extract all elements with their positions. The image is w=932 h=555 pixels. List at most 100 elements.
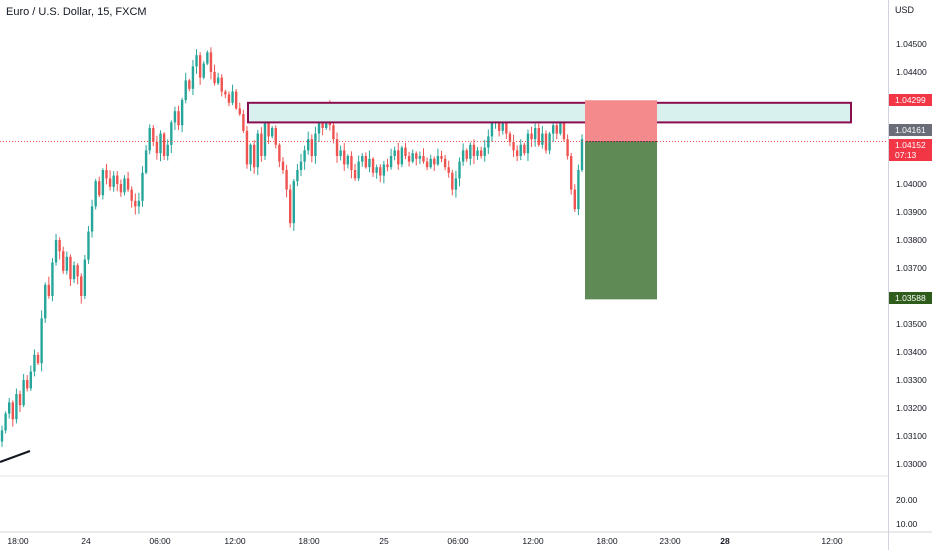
candle-body [447,167,450,173]
candle-body [83,259,87,296]
time-tick-label: 18:00 [596,536,618,546]
time-tick-label: 25 [379,536,389,546]
candle-body [101,170,105,196]
candle-body [429,158,432,168]
candle-body [397,150,400,165]
candle-body [519,144,522,156]
candle-body [339,150,342,156]
candle-body [105,170,108,179]
candle-body [33,354,36,372]
candle-body [108,178,112,187]
candle-body [476,150,479,156]
candle-body [400,147,404,165]
price-badge-value: 1.04152 [895,140,926,150]
candle-body [80,276,83,296]
candle-body [548,133,551,151]
price-tick-label: 1.03200 [896,403,927,413]
candle-body [206,52,209,64]
candle-body [422,156,425,162]
candle-body [386,164,389,168]
candle-body [451,172,454,190]
candle-body [487,136,490,148]
candle-body [173,111,177,123]
candle-body [220,77,223,92]
take-profit-zone [585,141,657,300]
candle-body [0,430,4,442]
candle-body [288,189,292,224]
candle-body [134,200,137,207]
candle-body [580,139,584,170]
candle-body [224,91,227,95]
candle-body [379,167,382,176]
candle-body [162,133,166,156]
resistance-zone [247,101,852,124]
candle-body [51,262,54,296]
candle-body [252,144,256,168]
price-tick-label: 1.03700 [896,263,927,273]
candle-body [148,128,151,151]
candle-body [483,147,486,156]
currency-label[interactable]: USD [895,5,915,15]
price-tick-label: 1.03100 [896,431,927,441]
candle-body [310,139,314,156]
price-tick-label: 1.04000 [896,179,927,189]
candle-body [191,66,195,89]
candle-body [490,122,494,137]
candle-body [425,161,429,168]
price-badge-value: 1.04299 [895,95,926,105]
candle-body [389,156,393,168]
candle-body [393,150,396,156]
candle-body [116,175,119,184]
candle-body [90,206,94,232]
candle-body [505,119,508,134]
time-tick-label: 12:00 [522,536,544,546]
time-tick-label: 06:00 [447,536,469,546]
candle-body [303,150,306,162]
candle-body [361,156,364,162]
price-tick-label: 1.03400 [896,347,927,357]
candle-body [72,265,76,280]
candle-body [533,128,537,140]
candle-body [231,91,234,103]
candle-body [8,402,11,414]
candle-body [126,178,130,190]
candle-body [65,256,69,271]
candle-body [54,240,58,263]
candle-body [141,172,144,201]
time-tick-label: 18:00 [298,536,320,546]
candle-body [123,178,126,193]
candle-body [317,114,321,134]
candle-body [11,402,15,420]
price-tick-label: 1.04400 [896,67,927,77]
price-scale[interactable] [888,0,932,550]
price-tick-label: 1.03300 [896,375,927,385]
candle-body [307,139,310,151]
candle-body [443,158,447,168]
candle-body [94,181,97,207]
candle-body [238,108,241,114]
chart-title: Euro / U.S. Dollar, 15, FXCM [6,6,147,18]
candle-body [299,161,303,170]
candle-body [433,158,436,165]
candle-body [472,144,476,156]
candle-body [515,150,519,156]
candle-body [346,156,350,165]
candle-body [242,114,245,131]
candle-body [375,167,378,173]
candle-body [436,156,440,165]
candle-body [530,133,533,140]
candle-body [216,77,220,84]
candle-body [292,181,296,224]
candle-body [541,133,544,145]
candle-body [159,133,162,154]
candle-body [234,91,238,109]
candle-body [18,394,22,406]
candle-body [36,354,40,364]
candle-body [15,394,18,420]
candle-body [555,125,558,134]
candle-body [188,80,191,89]
candle-body [407,156,411,162]
candle-body [202,63,205,78]
indicator-tick-label: 10.00 [896,519,918,529]
